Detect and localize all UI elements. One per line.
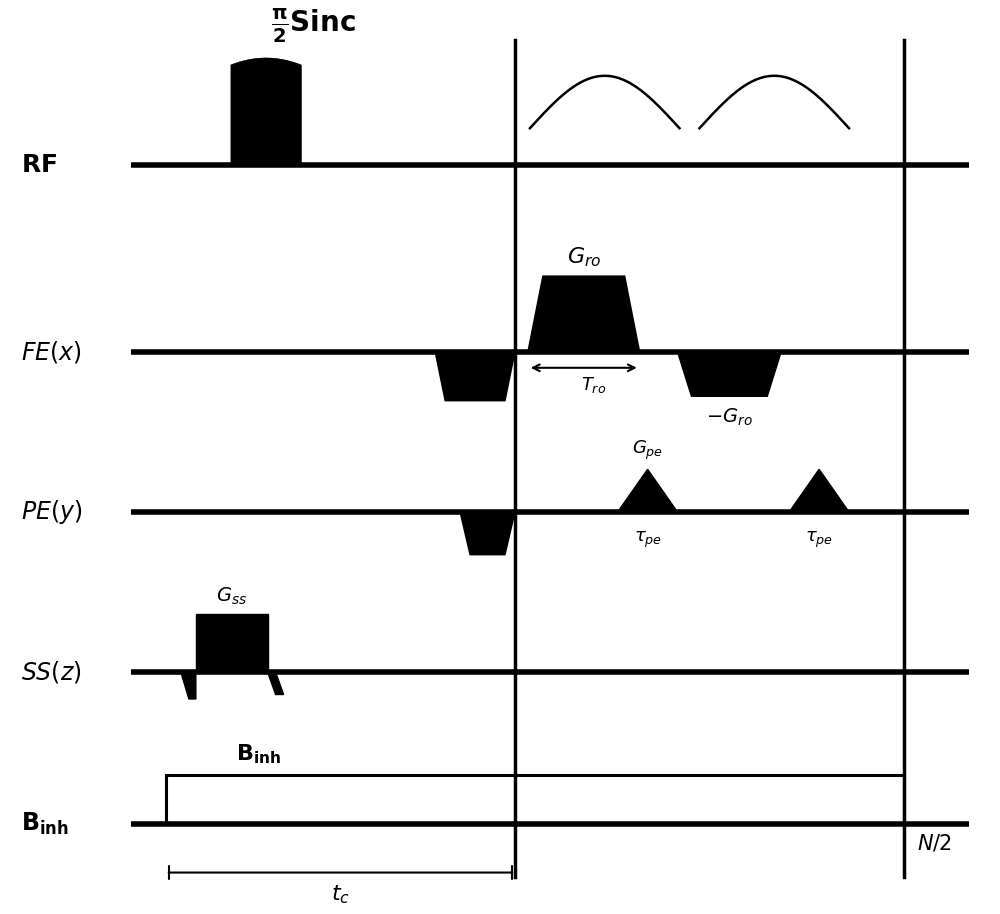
- Text: $\mathit{G_{pe}}$: $\mathit{G_{pe}}$: [632, 439, 663, 462]
- Text: $\mathit{G_{ro}}$: $\mathit{G_{ro}}$: [567, 245, 601, 269]
- Text: $\mathit{t_c}$: $\mathit{t_c}$: [331, 883, 350, 906]
- Polygon shape: [789, 469, 849, 512]
- Polygon shape: [435, 352, 515, 400]
- Text: $\mathit{N/2}$: $\mathit{N/2}$: [917, 833, 952, 854]
- Text: $\mathbf{\mathit{SS(z)}}$: $\mathbf{\mathit{SS(z)}}$: [21, 659, 82, 686]
- Polygon shape: [528, 276, 640, 352]
- Text: $\mathit{-G_{ro}}$: $\mathit{-G_{ro}}$: [706, 407, 753, 429]
- Text: $\mathbf{B}_{\mathbf{inh}}$: $\mathbf{B}_{\mathbf{inh}}$: [236, 742, 281, 766]
- Text: $\mathbf{B}_{\mathbf{inh}}$: $\mathbf{B}_{\mathbf{inh}}$: [21, 811, 69, 836]
- Text: $\mathbf{\mathit{FE(x)}}$: $\mathbf{\mathit{FE(x)}}$: [21, 339, 82, 365]
- Text: $\mathbf{RF}$: $\mathbf{RF}$: [21, 153, 58, 176]
- Polygon shape: [460, 512, 515, 555]
- Text: $\mathit{G_{ss}}$: $\mathit{G_{ss}}$: [216, 586, 247, 607]
- Text: $\mathbf{\frac{\pi}{2}}$$\mathbf{Sinc}$: $\mathbf{\frac{\pi}{2}}$$\mathbf{Sinc}$: [271, 6, 355, 45]
- Text: $\mathit{\tau_{pe}}$: $\mathit{\tau_{pe}}$: [805, 530, 833, 550]
- Polygon shape: [678, 352, 781, 397]
- Text: $\mathbf{\mathit{PE(y)}}$: $\mathbf{\mathit{PE(y)}}$: [21, 498, 83, 526]
- Polygon shape: [268, 673, 284, 695]
- Polygon shape: [181, 673, 196, 699]
- Polygon shape: [196, 614, 268, 673]
- Text: $\mathit{\tau_{pe}}$: $\mathit{\tau_{pe}}$: [634, 530, 662, 550]
- Text: $\mathit{T_{ro}}$: $\mathit{T_{ro}}$: [581, 375, 606, 395]
- Polygon shape: [618, 469, 678, 512]
